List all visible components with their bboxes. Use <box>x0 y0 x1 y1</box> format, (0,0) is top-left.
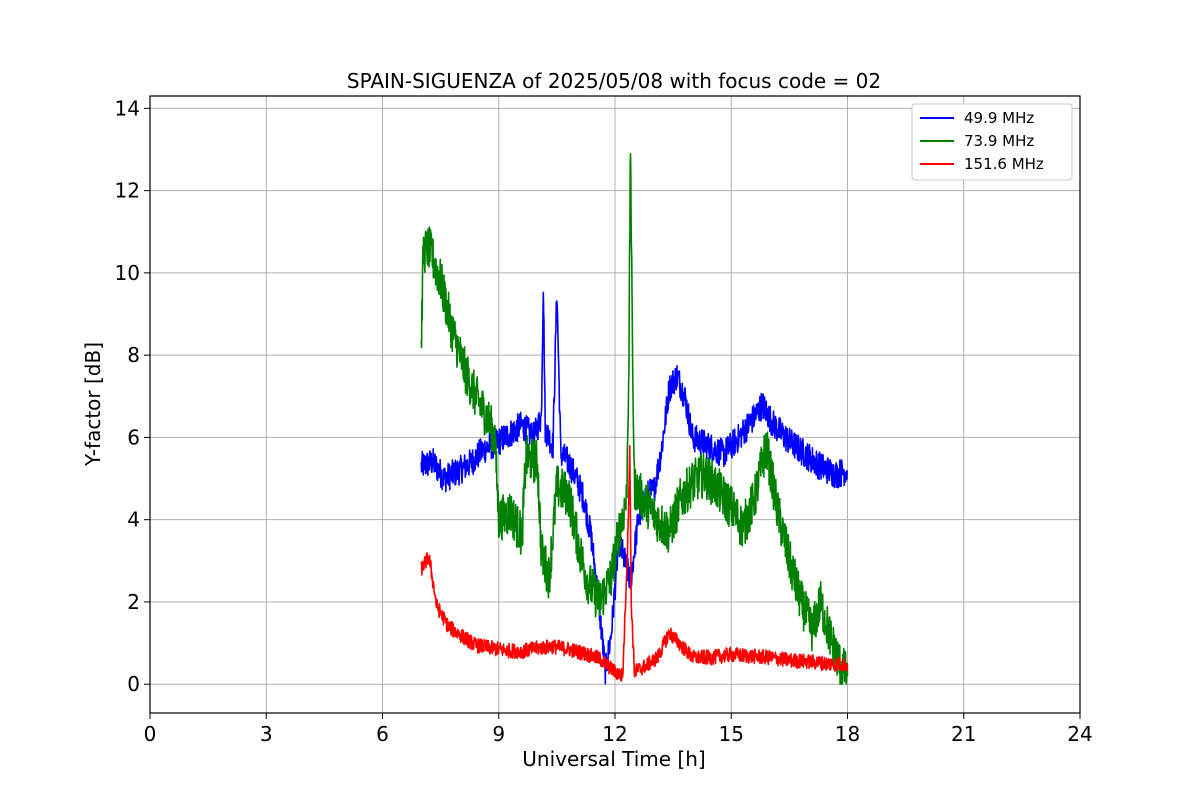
legend-label-1: 73.9 MHz <box>964 132 1034 150</box>
y-tick-label: 14 <box>115 96 140 120</box>
y-tick-label: 4 <box>127 508 140 532</box>
y-tick-label: 12 <box>115 179 140 203</box>
x-tick-label: 0 <box>144 722 157 746</box>
series-group <box>420 152 849 685</box>
legend-label-0: 49.9 MHz <box>964 109 1034 127</box>
series-line-2 <box>420 445 849 682</box>
legend: 49.9 MHz 73.9 MHz 151.6 MHz <box>911 103 1073 181</box>
x-tick-label: 9 <box>492 722 505 746</box>
x-tick-label: 12 <box>602 722 627 746</box>
x-tick-label: 24 <box>1067 722 1092 746</box>
x-tick-label: 21 <box>951 722 976 746</box>
legend-label-2: 151.6 MHz <box>964 155 1044 173</box>
y-axis-ticks: 0 2 4 6 8 10 12 14 <box>115 96 150 696</box>
x-axis-ticks: 0 3 6 9 12 15 18 21 24 <box>144 713 1093 746</box>
legend-box <box>911 103 1073 181</box>
chart-title: SPAIN-SIGUENZA of 2025/05/08 with focus … <box>347 69 881 93</box>
x-axis-title: Universal Time [h] <box>522 747 705 771</box>
series-line-1 <box>420 152 849 685</box>
x-tick-label: 3 <box>260 722 273 746</box>
x-tick-label: 15 <box>719 722 744 746</box>
x-tick-label: 6 <box>376 722 389 746</box>
y-tick-label: 6 <box>127 425 140 449</box>
y-tick-label: 0 <box>127 672 140 696</box>
y-tick-label: 8 <box>127 343 140 367</box>
x-tick-label: 18 <box>835 722 860 746</box>
y-axis-title: Y-factor [dB] <box>81 342 105 467</box>
y-tick-label: 2 <box>127 590 140 614</box>
y-tick-label: 10 <box>115 261 140 285</box>
